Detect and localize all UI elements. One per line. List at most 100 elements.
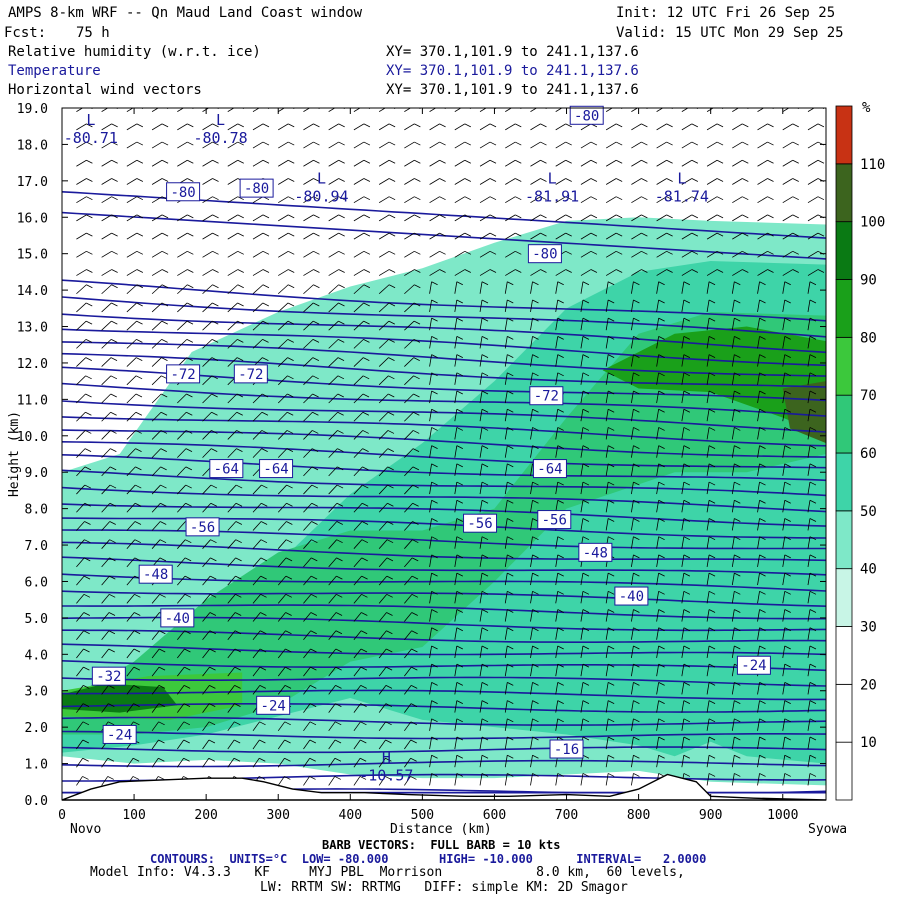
wind-barb <box>555 123 566 131</box>
x-tick-label: 1000 <box>767 808 798 823</box>
wind-barb-flag <box>607 682 615 686</box>
wind-barb-flag <box>582 317 590 322</box>
wind-barb-flag <box>261 502 268 507</box>
wind-barb-flag <box>582 427 590 431</box>
wind-barb <box>353 196 365 204</box>
wind-barb <box>681 645 685 659</box>
wind-barb <box>782 736 786 750</box>
wind-barb <box>404 466 414 477</box>
wind-barb <box>328 284 339 295</box>
wind-barb <box>227 430 237 440</box>
wind-barb-flag <box>734 736 741 741</box>
wind-barb <box>429 372 432 385</box>
extremum-value: -10.57 <box>359 767 413 785</box>
contour-label-box <box>138 564 173 584</box>
wind-barb-flag <box>262 123 270 128</box>
wind-barb <box>479 573 483 586</box>
wind-barb-flag <box>809 718 817 723</box>
wind-barb-flag <box>431 354 438 358</box>
wind-barb-flag <box>759 390 766 395</box>
isotherm <box>62 441 826 469</box>
wind-barb-flag <box>507 718 514 723</box>
wind-barb-flag <box>532 427 539 431</box>
wind-barb <box>807 372 811 385</box>
wind-barb <box>202 250 213 258</box>
wind-barb-flag <box>708 281 716 286</box>
wind-barb-flag <box>160 430 168 434</box>
wind-barb <box>202 375 213 386</box>
wind-barb-flag <box>235 521 243 525</box>
wind-barb-flag <box>337 430 344 434</box>
wind-barb <box>76 269 87 276</box>
wind-barb-flag <box>212 269 219 273</box>
wind-barb-flag <box>633 427 640 431</box>
wind-barb-flag <box>82 703 90 707</box>
wind-barb <box>706 427 710 440</box>
wind-barb <box>555 354 559 367</box>
extremum-type: H <box>382 749 391 767</box>
wind-barb-flag <box>691 269 699 273</box>
wind-barb <box>479 445 483 458</box>
wind-barb <box>681 299 685 313</box>
wind-barb <box>454 481 458 495</box>
wind-barb-flag <box>734 572 741 577</box>
wind-barb <box>303 339 314 349</box>
wind-barb-flag <box>161 284 169 289</box>
wind-barb <box>605 700 609 713</box>
wind-barb-flag <box>159 539 167 544</box>
wind-barb <box>782 108 790 112</box>
wind-barb-flag <box>658 481 665 486</box>
wind-barb-flag <box>161 357 168 361</box>
wind-barb-flag <box>456 536 463 541</box>
wind-barb <box>580 409 584 422</box>
wind-barb <box>202 739 210 750</box>
wind-barb <box>555 372 559 385</box>
wind-barb-flag <box>209 612 217 616</box>
wind-barb <box>151 123 163 131</box>
wind-barb <box>227 630 236 640</box>
wind-barb-flag <box>285 648 292 653</box>
wind-barb <box>681 214 693 222</box>
wind-barb-flag <box>489 269 497 273</box>
contour-label-box <box>736 655 771 675</box>
wind-barb <box>76 214 87 222</box>
wind-barb-flag <box>784 736 791 741</box>
wind-barb-flag <box>792 178 799 182</box>
wind-barb-flag <box>582 481 590 486</box>
contour-legend: CONTOURS: UNITS=°C LOW= -80.000 HIGH= -1… <box>150 852 707 866</box>
wind-barb <box>479 196 491 204</box>
wind-barb <box>706 554 710 567</box>
wind-barb <box>303 232 314 240</box>
wind-barb <box>454 141 466 149</box>
wind-barb <box>706 250 718 258</box>
wind-barb <box>278 250 289 258</box>
wind-barb <box>807 773 811 786</box>
wind-barb <box>328 178 339 185</box>
wind-barb-flag <box>456 554 463 559</box>
wind-barb <box>227 393 238 404</box>
wind-barb <box>303 484 313 495</box>
wind-barb <box>429 518 432 531</box>
wind-barb-flag <box>809 536 817 541</box>
wind-barb-flag <box>338 159 345 164</box>
wind-barb <box>681 269 693 276</box>
wind-barb-flag <box>336 521 343 525</box>
wind-barb-flag <box>335 612 343 616</box>
wind-barb-flag <box>734 336 741 340</box>
wind-barb-flag <box>209 685 216 689</box>
wind-barb-flag <box>784 445 791 449</box>
wind-barb-flag <box>658 427 665 431</box>
wind-barb <box>227 539 237 549</box>
wind-barb <box>353 375 364 386</box>
field-wind-name: Horizontal wind vectors <box>8 82 202 98</box>
wind-barb <box>681 718 685 731</box>
wind-barb <box>126 411 137 422</box>
wind-barb <box>278 141 289 149</box>
wind-barb-flag <box>431 481 438 486</box>
wind-barb-flag <box>565 269 572 273</box>
wind-barb <box>580 318 584 331</box>
wind-barb <box>605 664 609 677</box>
wind-barb-flag <box>336 593 343 598</box>
wind-barb-flag <box>135 466 142 471</box>
wind-barb-flag <box>337 466 344 471</box>
